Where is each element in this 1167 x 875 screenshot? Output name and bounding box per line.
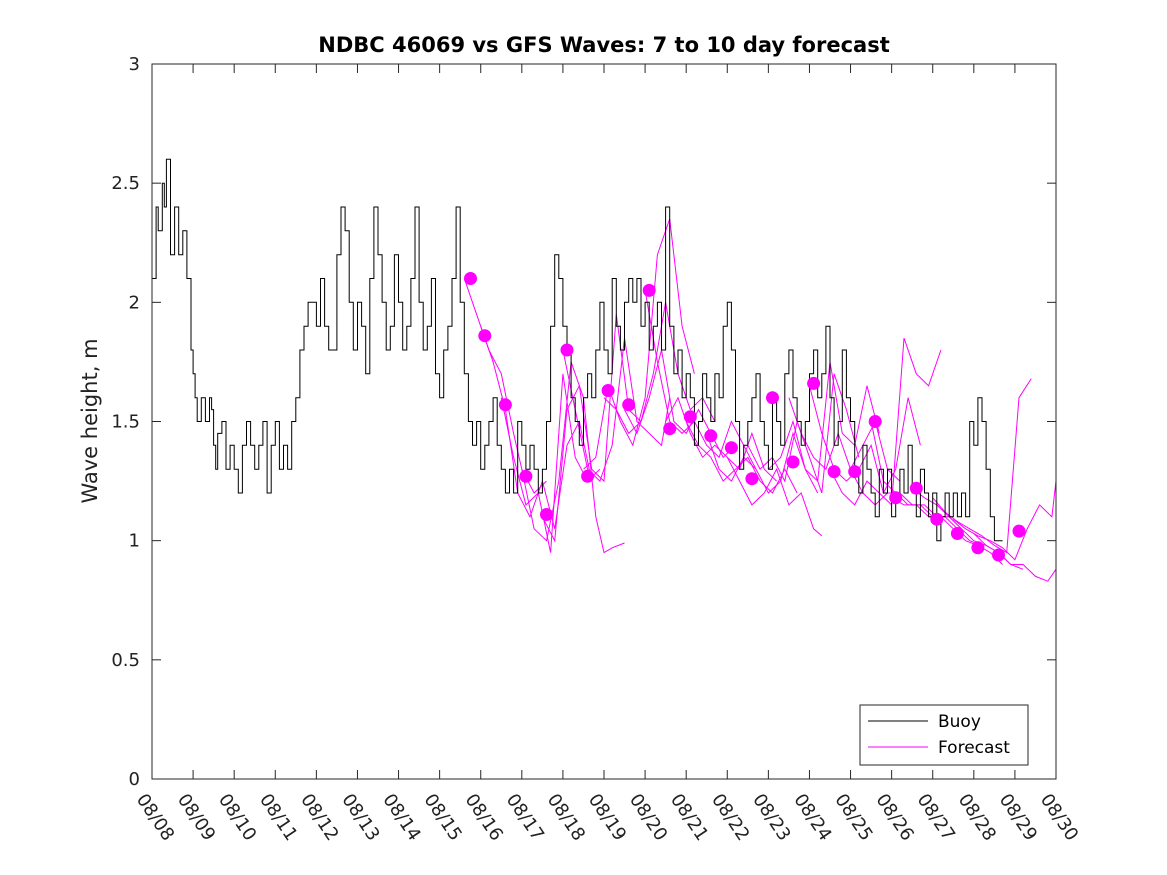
axis-ticks [151, 63, 1057, 780]
forecast-marker [827, 465, 841, 479]
forecast-line [521, 361, 625, 554]
y-tick-label: 0 [129, 769, 140, 790]
forecast-line [624, 349, 736, 459]
forecast-marker [868, 415, 882, 428]
forecast-marker [704, 429, 718, 443]
forecast-marker [889, 491, 903, 505]
forecast-line [809, 385, 921, 495]
forecast-marker [807, 376, 821, 390]
y-tick-label: 0.5 [111, 650, 140, 671]
forecast-marker [1012, 524, 1026, 538]
forecast-marker [971, 541, 985, 555]
forecast-line [973, 533, 1057, 582]
forecast-marker [992, 548, 1005, 562]
y-tick-label: 1.5 [111, 412, 140, 433]
y-tick-labels: 0 0.5 1 1.5 2 2.5 3 [111, 54, 140, 790]
forecast-line [726, 457, 823, 537]
forecast-line [788, 397, 901, 482]
forecast-marker [766, 391, 779, 405]
forecast-marker [848, 465, 862, 479]
forecast-line [747, 373, 860, 494]
forecast-line [644, 290, 757, 470]
forecast-line [952, 481, 1057, 561]
forecast-marker [478, 329, 492, 343]
y-tick-label: 2 [129, 292, 140, 313]
y-tick-label: 1 [129, 531, 140, 552]
legend-buoy-label: Buoy [938, 712, 981, 732]
forecast-line [768, 361, 880, 483]
forecast-line [583, 218, 695, 470]
legend-box [859, 704, 1029, 766]
forecast-marker [909, 481, 923, 495]
forecast-marker [642, 283, 656, 297]
forecast-line [829, 337, 942, 507]
y-tick-label: 3 [129, 54, 140, 75]
legend-forecast-label: Forecast [938, 738, 1010, 758]
forecast-marker [464, 272, 477, 285]
forecast-marker [663, 422, 677, 436]
forecast-marker [950, 527, 964, 540]
forecast-marker [786, 455, 800, 469]
forecast-marker [581, 469, 595, 483]
forecast-line [562, 338, 671, 483]
forecast-marker [683, 410, 697, 424]
legend: Buoy Forecast [859, 704, 1029, 766]
forecast-line [603, 302, 716, 435]
forecast-marker [498, 398, 512, 412]
forecast-marker [560, 343, 574, 357]
forecast-marker [540, 508, 553, 521]
forecast-marker [724, 441, 738, 455]
forecast-marker [745, 472, 759, 486]
forecast-line [480, 326, 593, 529]
forecast-marker [519, 469, 533, 483]
chart-title: NDBC 46069 vs GFS Waves: 7 to 10 day for… [318, 33, 889, 57]
forecast-line [541, 314, 642, 543]
y-axis-label: Wave height, m [78, 338, 102, 503]
forecast-marker [930, 512, 944, 526]
y-tick-label: 2.5 [111, 173, 140, 194]
plot-frame [151, 63, 1057, 780]
forecast-line [685, 421, 798, 494]
forecast-marker [622, 398, 636, 412]
forecast-marker [601, 384, 615, 397]
series-layer [152, 158, 1057, 582]
forecast-line [706, 431, 819, 494]
